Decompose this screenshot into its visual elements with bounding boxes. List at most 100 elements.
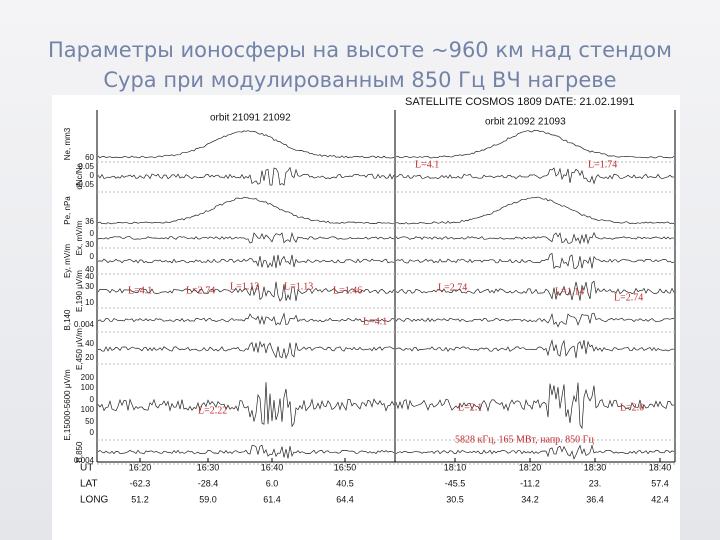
time-value: 57.4 xyxy=(651,478,669,488)
trace xyxy=(395,167,675,185)
annotation: L=2.74 xyxy=(438,282,467,293)
time-value: -45.5 xyxy=(445,478,466,488)
tick-label: 40 xyxy=(85,272,94,281)
panel-label: dNc/Nc xyxy=(75,163,84,189)
panel-label: B,140 xyxy=(63,309,72,330)
tick-label: 40 xyxy=(85,339,94,348)
slide-title: Параметры ионосферы на высоте ~960 км на… xyxy=(48,38,672,62)
row-label: LAT xyxy=(80,479,98,490)
time-value: 42.4 xyxy=(651,494,669,504)
time-value: 16:50 xyxy=(334,462,357,472)
tick-label: 0 xyxy=(90,229,95,238)
trace xyxy=(97,166,395,186)
annotation: L=1.13 xyxy=(284,281,313,292)
tick-label: 20 xyxy=(85,353,94,362)
trace xyxy=(395,280,675,301)
annotation: L=4.1 xyxy=(363,316,387,327)
time-value: 59.0 xyxy=(199,494,217,504)
trace xyxy=(395,312,675,328)
tick-label: 50 xyxy=(85,417,94,426)
tick-label: 100 xyxy=(81,405,95,414)
tick-label: 0 xyxy=(90,428,95,437)
trace xyxy=(97,130,395,159)
trace xyxy=(97,382,395,428)
tick-label: -0.05 xyxy=(76,180,95,189)
slide-title: Сура при модулированным 850 Гц ВЧ нагрев… xyxy=(103,68,617,92)
trace xyxy=(395,129,675,159)
time-value: 6.0 xyxy=(266,478,279,488)
time-value: 40.5 xyxy=(336,478,354,488)
annotation: L=2.22 xyxy=(198,405,227,416)
trace xyxy=(97,231,395,244)
trace xyxy=(395,444,675,460)
tick-label: 0.004 xyxy=(74,456,95,465)
trace xyxy=(395,382,675,430)
orbit-label: orbit 21091 21092 xyxy=(210,113,291,124)
tick-label: 0.004 xyxy=(74,320,95,329)
time-value: -62.3 xyxy=(130,478,151,488)
time-value: 16:30 xyxy=(197,462,220,472)
time-value: 30.5 xyxy=(446,494,464,504)
panel-label: E,190 μV/m xyxy=(75,270,84,312)
time-value: 23. xyxy=(589,478,602,488)
time-value: 36.4 xyxy=(586,494,604,504)
panel-label: Ne, mm3 xyxy=(63,127,72,160)
panel-label: Ey, mV/m xyxy=(63,244,72,278)
panel-label: Pe, nPa xyxy=(63,196,72,225)
annotation: L=2.1 xyxy=(458,402,482,413)
time-value: -28.4 xyxy=(198,478,219,488)
trace xyxy=(395,252,675,270)
time-value: 64.4 xyxy=(336,494,354,504)
tick-label: 60 xyxy=(85,153,94,162)
panel-label: Ex, mV/m xyxy=(75,220,84,255)
figure-header: SATELLITE COSMOS 1809 DATE: 21.02.1991 xyxy=(405,96,634,108)
tick-label: 30 xyxy=(85,282,94,291)
time-value: -11.2 xyxy=(520,478,540,488)
time-value: 16:20 xyxy=(129,462,152,472)
trace xyxy=(97,196,395,225)
annotation: L=1.46 xyxy=(333,285,362,296)
panel-label: E,15000-5600 μV/m xyxy=(63,369,72,441)
trace xyxy=(97,254,395,269)
annotation: L=1.13 xyxy=(230,281,259,292)
trace xyxy=(97,444,395,459)
tick-label: 0.05 xyxy=(78,162,94,171)
tick-label: 100 xyxy=(81,383,95,392)
time-value: 18:20 xyxy=(519,462,542,472)
time-value: 18:40 xyxy=(649,462,672,472)
annotation: 5828 кГц, 165 МВт, напр. 850 Гц xyxy=(455,434,594,445)
row-label: UT xyxy=(80,463,93,474)
trace xyxy=(97,340,395,360)
tick-label: 30 xyxy=(85,240,94,249)
annotation: L=2.0 xyxy=(620,402,644,413)
trace xyxy=(97,281,395,302)
trace xyxy=(395,339,675,359)
time-value: 34.2 xyxy=(521,494,539,504)
tick-label: 40 xyxy=(85,265,94,274)
tick-label: 10 xyxy=(85,298,94,307)
annotation: L=1.74 xyxy=(588,159,617,170)
tick-label: 0 xyxy=(90,252,95,261)
figure-background xyxy=(52,95,680,540)
trace xyxy=(395,231,675,245)
annotation: L=4.1 xyxy=(128,285,152,296)
trace xyxy=(97,312,395,326)
trace xyxy=(395,196,675,225)
annotation: L=4.1 xyxy=(415,159,439,170)
time-value: 51.2 xyxy=(131,494,149,504)
time-value: 16:40 xyxy=(261,462,284,472)
annotation: L=2.74 xyxy=(186,285,215,296)
time-value: 61.4 xyxy=(263,494,281,504)
tick-label: 0 xyxy=(90,395,95,404)
time-value: 18:30 xyxy=(584,462,607,472)
panel-label: E,450 μV/m xyxy=(75,328,84,370)
tick-label: 0 xyxy=(90,171,95,180)
tick-label: 36 xyxy=(85,217,94,226)
annotation: L=2.74 xyxy=(614,292,643,303)
tick-label: 200 xyxy=(81,373,95,382)
row-label: LONG xyxy=(80,495,109,506)
orbit-label: orbit 21092 21093 xyxy=(485,117,566,128)
annotation: L=1.14 xyxy=(555,286,584,297)
